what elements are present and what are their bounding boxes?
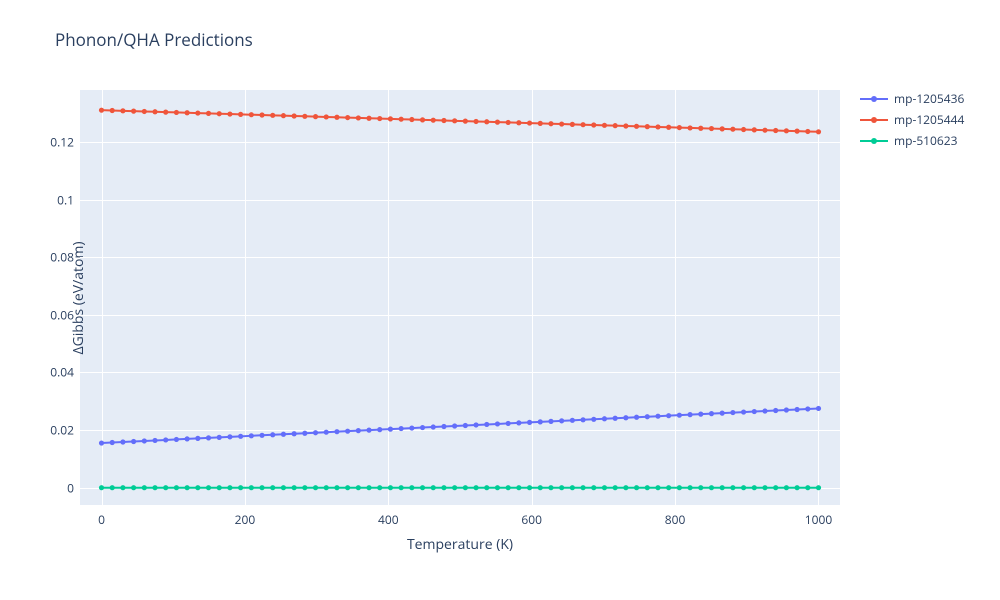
x-tick-label: 400 — [378, 511, 399, 528]
legend-item-mp-1205444[interactable]: mp-1205444 — [860, 111, 964, 128]
y-tick-label: 0.12 — [50, 133, 74, 150]
legend-swatch — [860, 119, 888, 121]
x-tick-label: 600 — [521, 511, 542, 528]
legend-label: mp-510623 — [894, 132, 957, 149]
x-axis-label: Temperature (K) — [407, 535, 513, 554]
chart-title: Phonon/QHA Predictions — [55, 28, 253, 51]
legend-item-mp-510623[interactable]: mp-510623 — [860, 132, 964, 149]
x-tick-label: 1000 — [805, 511, 832, 528]
y-tick-label: 0.02 — [50, 422, 74, 439]
legend-swatch — [860, 98, 888, 100]
y-tick-label: 0.08 — [50, 249, 74, 266]
y-tick-label: 0.1 — [57, 191, 74, 208]
series-mp-510623[interactable] — [80, 90, 840, 505]
legend-item-mp-1205436[interactable]: mp-1205436 — [860, 90, 964, 107]
legend-label: mp-1205444 — [894, 111, 964, 128]
plot-area[interactable]: ΔGibbs (eV/atom) Temperature (K) 00.020.… — [80, 90, 840, 505]
y-tick-label: 0 — [67, 479, 74, 496]
legend[interactable]: mp-1205436 mp-1205444 mp-510623 — [860, 90, 964, 153]
y-tick-label: 0.06 — [50, 306, 74, 323]
chart-container: Phonon/QHA Predictions ΔGibbs (eV/atom) … — [0, 0, 1000, 600]
x-tick-label: 200 — [235, 511, 256, 528]
y-tick-label: 0.04 — [50, 364, 74, 381]
x-tick-label: 800 — [665, 511, 686, 528]
legend-swatch — [860, 140, 888, 142]
legend-label: mp-1205436 — [894, 90, 964, 107]
x-tick-label: 0 — [98, 511, 105, 528]
